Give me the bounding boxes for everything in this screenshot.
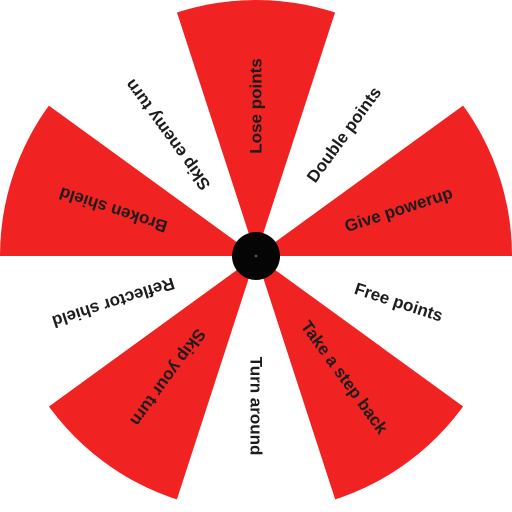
wheel-segment-lose-points[interactable] bbox=[163, 0, 349, 256]
segment-label-lose-points: Lose points bbox=[247, 58, 266, 153]
segment-label-turn-around: Turn around bbox=[247, 357, 266, 456]
wheel-segment-turn-around[interactable] bbox=[163, 256, 349, 512]
wheel-center-dot bbox=[254, 254, 258, 258]
